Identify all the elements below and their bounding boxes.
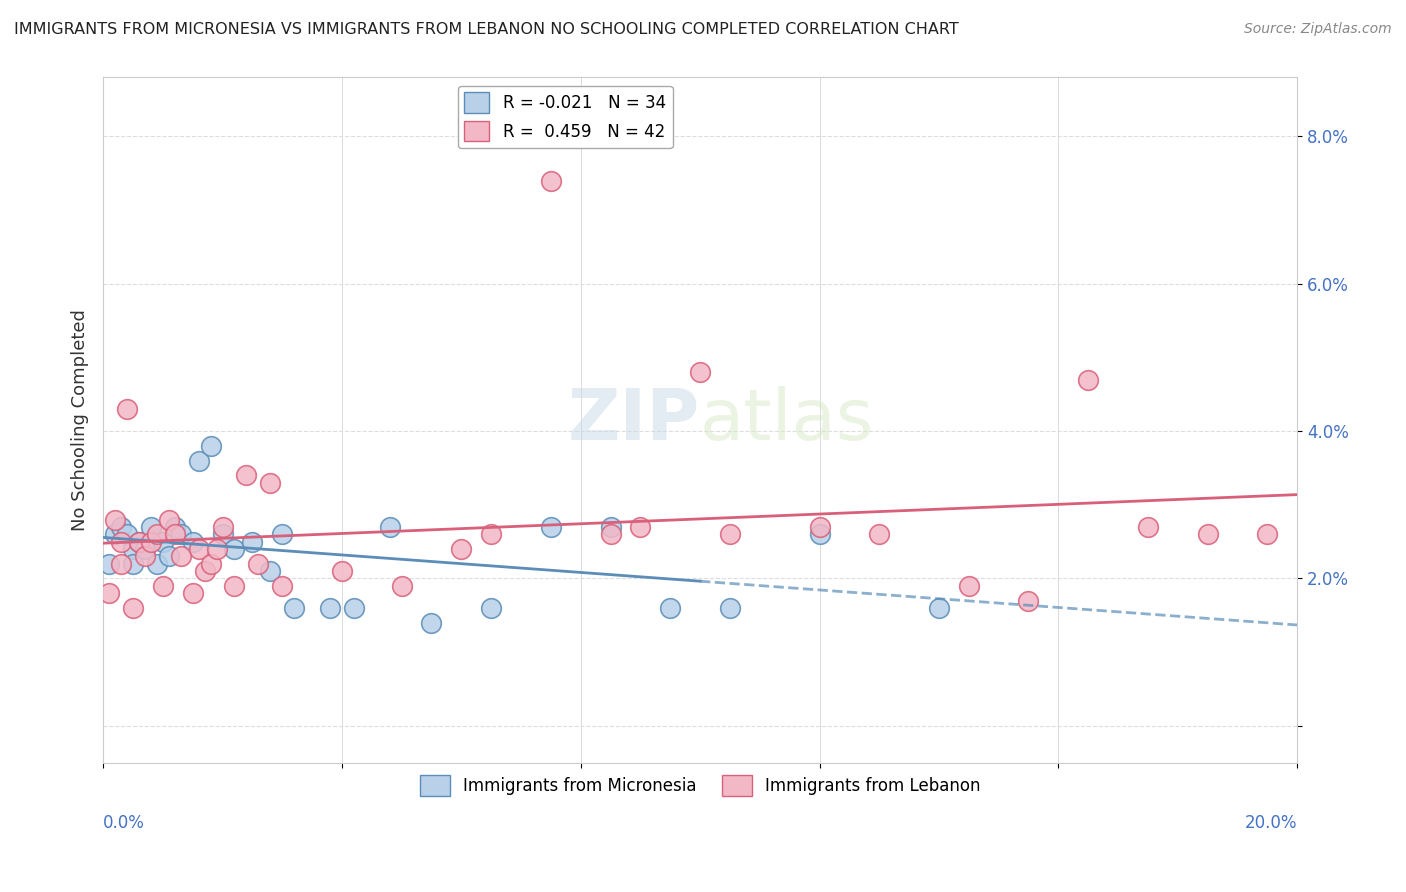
Text: atlas: atlas	[700, 385, 875, 455]
Point	[224, 541, 246, 556]
Legend: Immigrants from Micronesia, Immigrants from Lebanon: Immigrants from Micronesia, Immigrants f…	[413, 769, 987, 802]
Point	[240, 534, 263, 549]
Point	[247, 557, 270, 571]
Point	[110, 534, 132, 549]
Point	[420, 615, 443, 630]
Point	[163, 527, 186, 541]
Point	[194, 564, 217, 578]
Point	[540, 173, 562, 187]
Point	[134, 549, 156, 564]
Text: 20.0%: 20.0%	[1244, 814, 1298, 832]
Text: 0.0%: 0.0%	[103, 814, 145, 832]
Y-axis label: No Schooling Completed: No Schooling Completed	[72, 310, 89, 531]
Point	[868, 527, 890, 541]
Point	[110, 520, 132, 534]
Point	[1136, 520, 1159, 534]
Point	[659, 601, 682, 615]
Point	[1256, 527, 1278, 541]
Point	[283, 601, 305, 615]
Point	[104, 527, 127, 541]
Point	[170, 549, 193, 564]
Point	[163, 520, 186, 534]
Point	[957, 579, 980, 593]
Point	[211, 527, 233, 541]
Point	[450, 541, 472, 556]
Text: IMMIGRANTS FROM MICRONESIA VS IMMIGRANTS FROM LEBANON NO SCHOOLING COMPLETED COR: IMMIGRANTS FROM MICRONESIA VS IMMIGRANTS…	[14, 22, 959, 37]
Point	[1197, 527, 1219, 541]
Point	[170, 527, 193, 541]
Point	[98, 586, 121, 600]
Point	[718, 601, 741, 615]
Point	[808, 527, 831, 541]
Point	[808, 520, 831, 534]
Point	[928, 601, 950, 615]
Point	[211, 520, 233, 534]
Point	[391, 579, 413, 593]
Point	[479, 601, 502, 615]
Point	[152, 579, 174, 593]
Point	[122, 557, 145, 571]
Point	[259, 564, 281, 578]
Point	[689, 365, 711, 379]
Point	[224, 579, 246, 593]
Point	[128, 534, 150, 549]
Point	[1017, 593, 1039, 607]
Point	[110, 557, 132, 571]
Point	[187, 453, 209, 467]
Point	[152, 534, 174, 549]
Point	[134, 541, 156, 556]
Point	[128, 534, 150, 549]
Point	[479, 527, 502, 541]
Point	[115, 402, 138, 417]
Text: Source: ZipAtlas.com: Source: ZipAtlas.com	[1244, 22, 1392, 37]
Point	[122, 601, 145, 615]
Point	[378, 520, 401, 534]
Point	[139, 534, 162, 549]
Text: ZIP: ZIP	[568, 385, 700, 455]
Point	[122, 541, 145, 556]
Point	[104, 512, 127, 526]
Point	[540, 520, 562, 534]
Point	[330, 564, 353, 578]
Point	[1077, 372, 1099, 386]
Point	[146, 527, 169, 541]
Point	[599, 520, 621, 534]
Point	[139, 520, 162, 534]
Point	[181, 534, 204, 549]
Point	[200, 557, 222, 571]
Point	[235, 468, 257, 483]
Point	[718, 527, 741, 541]
Point	[599, 527, 621, 541]
Point	[115, 527, 138, 541]
Point	[628, 520, 651, 534]
Point	[157, 512, 180, 526]
Point	[271, 579, 294, 593]
Point	[271, 527, 294, 541]
Point	[205, 541, 228, 556]
Point	[259, 475, 281, 490]
Point	[181, 586, 204, 600]
Point	[98, 557, 121, 571]
Point	[157, 549, 180, 564]
Point	[187, 541, 209, 556]
Point	[319, 601, 342, 615]
Point	[200, 439, 222, 453]
Point	[146, 557, 169, 571]
Point	[343, 601, 366, 615]
